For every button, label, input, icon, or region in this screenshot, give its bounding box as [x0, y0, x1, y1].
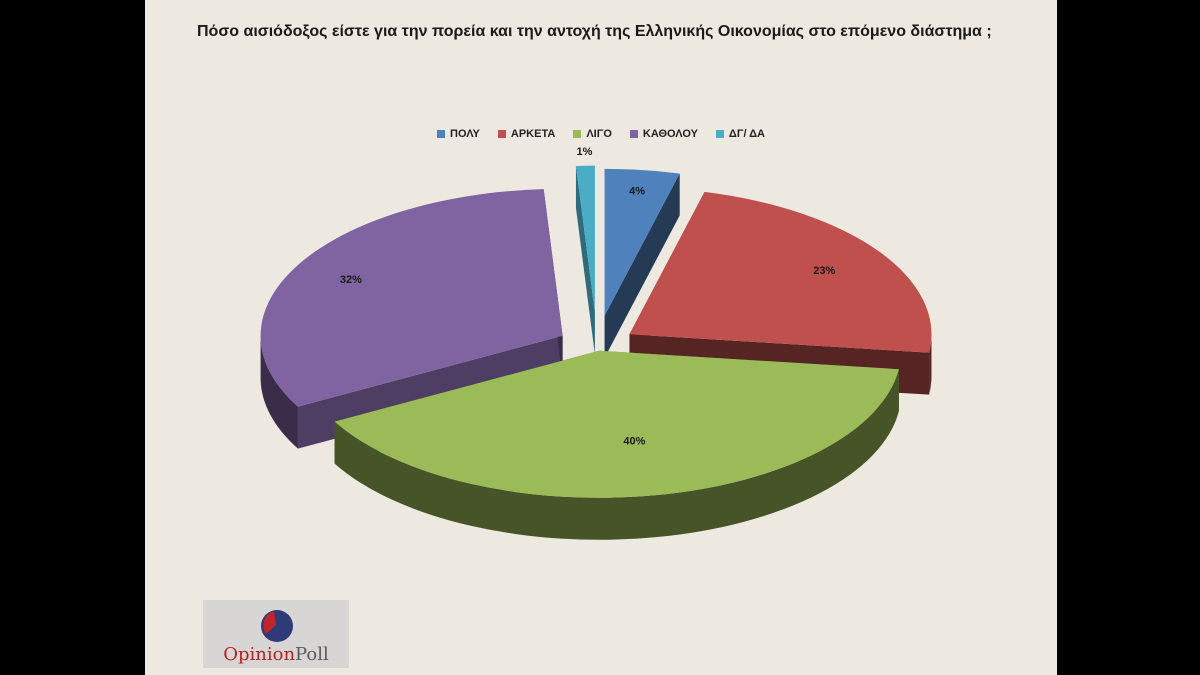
- slice-side-face: [575, 165, 595, 355]
- legend-label: ΑΡΚΕΤΑ: [510, 128, 556, 140]
- data-label: 23%: [813, 265, 835, 277]
- opinion-poll-logo: OpinionPoll: [203, 600, 349, 668]
- pie-slice: [604, 168, 680, 358]
- legend-item: ΚΑΘΟΛΟΥ: [629, 128, 698, 140]
- data-label: 1%: [577, 146, 593, 158]
- slice-outer-wall: [260, 335, 298, 449]
- slice-top-face: [260, 189, 563, 407]
- slice-outer-wall: [929, 334, 932, 395]
- legend-item: ΠΟΛΥ: [437, 128, 480, 140]
- legend-label: ΠΟΛΥ: [450, 128, 480, 140]
- legend-swatch: [497, 130, 506, 138]
- chart-legend: ΠΟΛΥ ΑΡΚΕΤΑ ΛΙΓΟ ΚΑΘΟΛΟΥ ΔΓ/ ΔΑ: [145, 128, 1057, 140]
- legend-item: ΛΙΓΟ: [573, 128, 612, 140]
- slice-side-face: [604, 173, 680, 358]
- pie-slice: [334, 350, 899, 540]
- data-label: 40%: [623, 435, 645, 447]
- legend-label: ΔΓ/ ΔΑ: [728, 128, 765, 140]
- logo-word-1: Opinion: [223, 644, 296, 665]
- legend-swatch: [715, 130, 724, 138]
- logo-word-2: Poll: [295, 644, 329, 665]
- legend-swatch: [573, 130, 582, 138]
- logo-text: OpinionPoll: [203, 644, 349, 665]
- pie-slice: [575, 165, 595, 355]
- data-label: 32%: [340, 274, 362, 286]
- slice-top-face: [604, 168, 680, 316]
- slice-top-face: [629, 191, 932, 353]
- legend-label: ΛΙΓΟ: [586, 128, 612, 140]
- slice-top-face: [575, 165, 595, 313]
- chart-title: Πόσο αισιόδοξος είστε για την πορεία και…: [197, 23, 992, 40]
- legend-item: ΑΡΚΕΤΑ: [497, 128, 556, 140]
- slice-top-face: [334, 350, 899, 498]
- data-label: 4%: [629, 185, 645, 197]
- legend-swatch: [629, 130, 638, 138]
- slide: Πόσο αισιόδοξος είστε για την πορεία και…: [145, 0, 1057, 675]
- legend-item: ΔΓ/ ΔΑ: [715, 128, 765, 140]
- legend-label: ΚΑΘΟΛΟΥ: [642, 128, 698, 140]
- slice-outer-wall: [334, 369, 899, 540]
- logo-circle-icon: [261, 610, 293, 642]
- legend-swatch: [437, 130, 445, 138]
- pie-chart: 4% 23% 40% 32% 1%: [260, 146, 932, 540]
